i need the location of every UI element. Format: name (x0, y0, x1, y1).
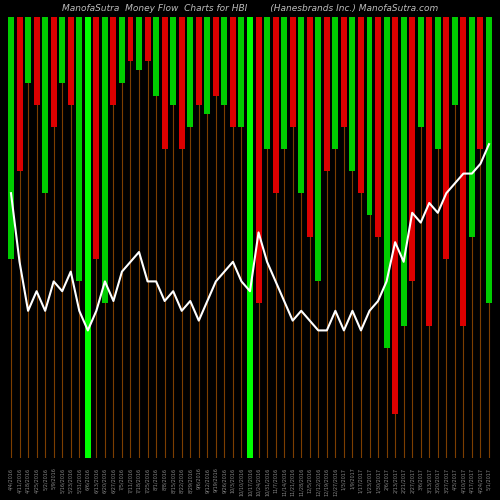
Bar (247, 16, 253, 458)
Bar (178, 16, 184, 149)
Bar (264, 16, 270, 149)
Bar (384, 16, 390, 347)
Bar (238, 16, 244, 127)
Bar (426, 16, 432, 326)
Bar (418, 16, 424, 127)
Title: ManofaSutra  Money Flow  Charts for HBI        (Hanesbrands Inc.) ManofaSutra.co: ManofaSutra Money Flow Charts for HBI (H… (62, 4, 438, 13)
Bar (392, 16, 398, 413)
Bar (196, 16, 202, 105)
Bar (435, 16, 441, 149)
Bar (324, 16, 330, 171)
Bar (332, 16, 338, 149)
Bar (400, 16, 406, 326)
Bar (102, 16, 108, 304)
Bar (452, 16, 458, 105)
Bar (316, 16, 322, 281)
Bar (144, 16, 150, 61)
Bar (272, 16, 278, 193)
Bar (469, 16, 475, 237)
Bar (59, 16, 65, 83)
Bar (281, 16, 287, 149)
Bar (213, 16, 219, 96)
Bar (460, 16, 466, 326)
Bar (188, 16, 193, 127)
Bar (25, 16, 31, 83)
Bar (42, 16, 48, 193)
Bar (50, 16, 56, 127)
Bar (76, 16, 82, 281)
Bar (170, 16, 176, 105)
Bar (16, 16, 22, 171)
Bar (358, 16, 364, 193)
Bar (34, 16, 40, 105)
Bar (341, 16, 347, 127)
Bar (119, 16, 125, 83)
Bar (298, 16, 304, 193)
Bar (128, 16, 134, 61)
Bar (444, 16, 450, 260)
Bar (409, 16, 415, 281)
Bar (162, 16, 168, 149)
Bar (204, 16, 210, 114)
Bar (486, 16, 492, 304)
Bar (290, 16, 296, 127)
Bar (375, 16, 381, 237)
Bar (256, 16, 262, 304)
Bar (478, 16, 484, 149)
Bar (230, 16, 236, 127)
Bar (8, 16, 14, 260)
Bar (366, 16, 372, 215)
Bar (85, 16, 91, 458)
Bar (110, 16, 116, 105)
Bar (153, 16, 159, 96)
Bar (68, 16, 73, 105)
Bar (307, 16, 312, 237)
Bar (94, 16, 100, 260)
Bar (222, 16, 228, 105)
Bar (136, 16, 142, 70)
Bar (350, 16, 356, 171)
